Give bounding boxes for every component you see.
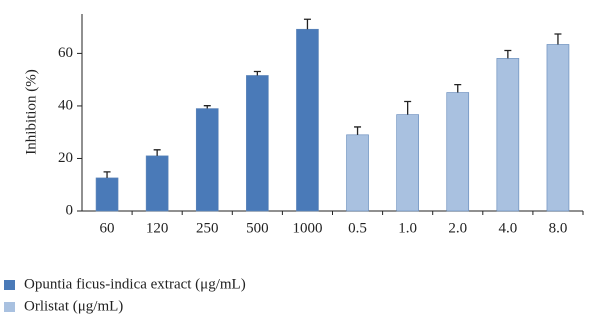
x-tick-label: 2.0 <box>448 220 467 236</box>
x-tick-label: 1000 <box>292 220 322 236</box>
error-bar <box>253 70 261 76</box>
y-axis-label: Inhibition (%) <box>23 69 39 154</box>
error-bar <box>554 33 562 45</box>
bar <box>296 28 319 212</box>
legend-swatch <box>4 280 15 290</box>
error-bar <box>303 18 311 30</box>
x-tick-label: 250 <box>196 220 219 236</box>
error-bar <box>153 149 161 156</box>
legend-swatch <box>4 302 15 312</box>
x-tick-label: 0.5 <box>348 220 367 236</box>
y-tick-label: 40 <box>58 97 73 113</box>
error-bar <box>103 171 111 178</box>
bar <box>95 177 119 212</box>
bar <box>195 108 219 212</box>
bar <box>446 92 470 212</box>
bar <box>346 134 369 212</box>
error-bar <box>404 100 412 115</box>
error-bar <box>454 84 462 93</box>
error-bar <box>354 126 362 135</box>
error-bar <box>504 49 512 59</box>
bar <box>246 75 269 212</box>
x-tick-label: 1.0 <box>398 220 417 236</box>
x-tick-label: 4.0 <box>498 220 517 236</box>
x-tick-label: 8.0 <box>549 220 568 236</box>
error-bar <box>203 105 211 109</box>
x-tick-label: 60 <box>100 220 115 236</box>
bar <box>496 58 520 212</box>
x-tick-label: 120 <box>146 220 169 236</box>
y-tick-label: 60 <box>58 45 73 61</box>
y-tick-label: 20 <box>58 150 73 166</box>
bar <box>396 114 419 212</box>
bar <box>546 44 570 212</box>
x-tick-label: 500 <box>246 220 269 236</box>
legend-label: Opuntia ficus-indica extract (μg/mL) <box>24 276 246 292</box>
legend-label: Orlistat (μg/mL) <box>24 298 123 314</box>
y-tick-label: 0 <box>66 202 74 218</box>
bar <box>145 155 169 212</box>
